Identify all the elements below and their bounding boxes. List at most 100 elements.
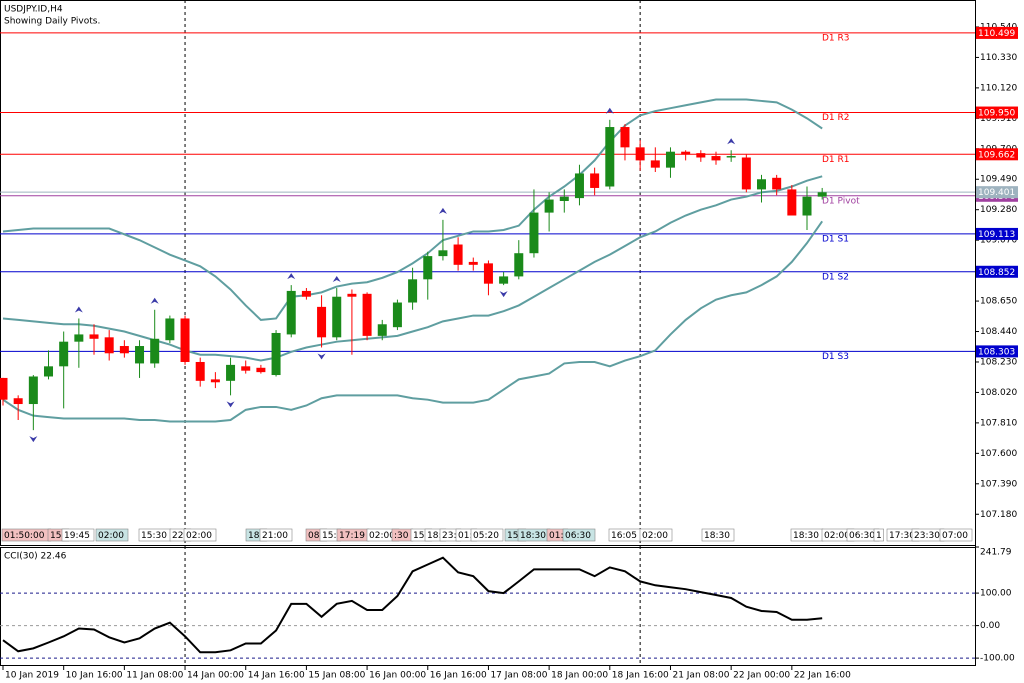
time-tag: 02:00 (369, 531, 395, 541)
time-tag: 06:30 (565, 531, 591, 541)
time-tag: 1 (876, 531, 882, 541)
candle-body (590, 173, 600, 188)
y-tick-label: 0.00 (980, 621, 1000, 631)
candle-body (559, 196, 569, 202)
price-tag-box (976, 106, 1018, 119)
time-tag-box (873, 528, 884, 542)
y-tick-label: 109.910 (980, 114, 1017, 124)
candle-body (210, 379, 220, 383)
time-tag: 18: (427, 531, 441, 541)
candle-body (499, 276, 509, 284)
candle-body (165, 318, 175, 341)
time-tag: 02:00 (98, 531, 124, 541)
x-tick-label: 17 Jan 08:00 (490, 671, 547, 681)
time-tag-box (639, 528, 673, 542)
x-tick-label: 16 Jan 00:00 (369, 671, 426, 681)
candle-body (256, 367, 266, 373)
y-tick-label: 110.120 (980, 83, 1017, 93)
time-tag: :30 (394, 531, 409, 541)
y-tick-label: 107.810 (980, 418, 1017, 428)
y-tick-label: 109.280 (980, 205, 1017, 215)
fractal-up (332, 276, 341, 283)
candle-body (408, 279, 418, 303)
candle-body (802, 196, 812, 216)
pivot-label: D1 Pivot (822, 196, 860, 206)
price-tag: 109.113 (978, 230, 1015, 240)
candle-body (453, 244, 463, 265)
candle-body (741, 157, 751, 190)
time-tag: 22: (172, 531, 186, 541)
time-tag: 01:50:00 (4, 531, 45, 541)
price-tag: 108.303 (978, 347, 1015, 357)
x-tick-label: 15 Jan 08:00 (308, 671, 365, 681)
y-tick-label: 241.79 (980, 548, 1012, 558)
time-tag: 15: (413, 531, 427, 541)
fractal-down (317, 353, 326, 360)
time-tag-box (562, 528, 596, 542)
candle-body (468, 261, 478, 265)
x-tick-label: 10 Jan 2019 (5, 671, 59, 681)
candle-body (620, 127, 630, 148)
time-tag: 18: (248, 531, 262, 541)
chart-title: USDJPY.ID,H4 (4, 5, 63, 15)
candle-body (74, 334, 84, 342)
x-tick-label: 18 Jan 00:00 (551, 671, 608, 681)
chart-subtitle: Showing Daily Pivots. (4, 17, 100, 27)
time-tag-box (95, 528, 129, 542)
candle-body (650, 160, 660, 168)
fractal-up (605, 107, 614, 114)
x-tick-label: 10 Jan 16:00 (66, 671, 123, 681)
fractal-up (287, 273, 296, 280)
time-tag: 23: (442, 531, 456, 541)
candle-body (317, 306, 327, 338)
time-tag: 02:00 (642, 531, 668, 541)
y-tick-label: 107.180 (980, 510, 1017, 520)
y-tick-label: 107.390 (980, 479, 1017, 489)
candle-body (787, 189, 797, 216)
x-tick-label: 14 Jan 16:00 (248, 671, 305, 681)
x-tick-label: 22 Jan 00:00 (733, 671, 790, 681)
candle-body (757, 179, 766, 190)
time-tag: 18:30 (520, 531, 546, 541)
candle-body (104, 337, 114, 354)
price-tag-box (976, 227, 1018, 240)
candle-body (772, 177, 782, 190)
pivot-label: D1 R3 (822, 33, 850, 43)
candle-body (301, 290, 311, 297)
candle-body (59, 341, 69, 367)
pivot-label: D1 R2 (822, 113, 850, 123)
candle-body (241, 366, 251, 371)
pivot-label: D1 S1 (822, 234, 849, 244)
bollinger-middle (2, 175, 823, 362)
price-tag-box (976, 186, 1018, 199)
price-tag: 109.662 (978, 150, 1015, 160)
time-tag-box (259, 528, 293, 542)
candle-body (347, 293, 357, 297)
candle-body (195, 361, 205, 381)
x-tick-label: 18 Jan 16:00 (612, 671, 669, 681)
price-tag-box (976, 148, 1018, 161)
candle-body (665, 151, 675, 168)
time-tag: 01: (549, 531, 563, 541)
price-tag: 108.852 (978, 268, 1015, 278)
time-tag: 18:30 (793, 531, 819, 541)
candle-body (681, 151, 691, 155)
time-tag: 15: (50, 531, 64, 541)
fractal-down (499, 291, 508, 298)
time-tag-box (61, 528, 95, 542)
time-tag: 15:30 (141, 531, 167, 541)
candle-body (711, 156, 721, 161)
y-tick-label: 108.440 (980, 327, 1017, 337)
time-tag: 15: (507, 531, 521, 541)
candle-body (226, 364, 236, 381)
candle-body (0, 377, 8, 400)
candle-body (817, 192, 827, 197)
candle-body (605, 127, 615, 187)
time-tag-box (939, 528, 973, 542)
time-tag: 05:20 (473, 531, 499, 541)
candle-body (377, 324, 387, 336)
time-tag: 02:00 (186, 531, 212, 541)
